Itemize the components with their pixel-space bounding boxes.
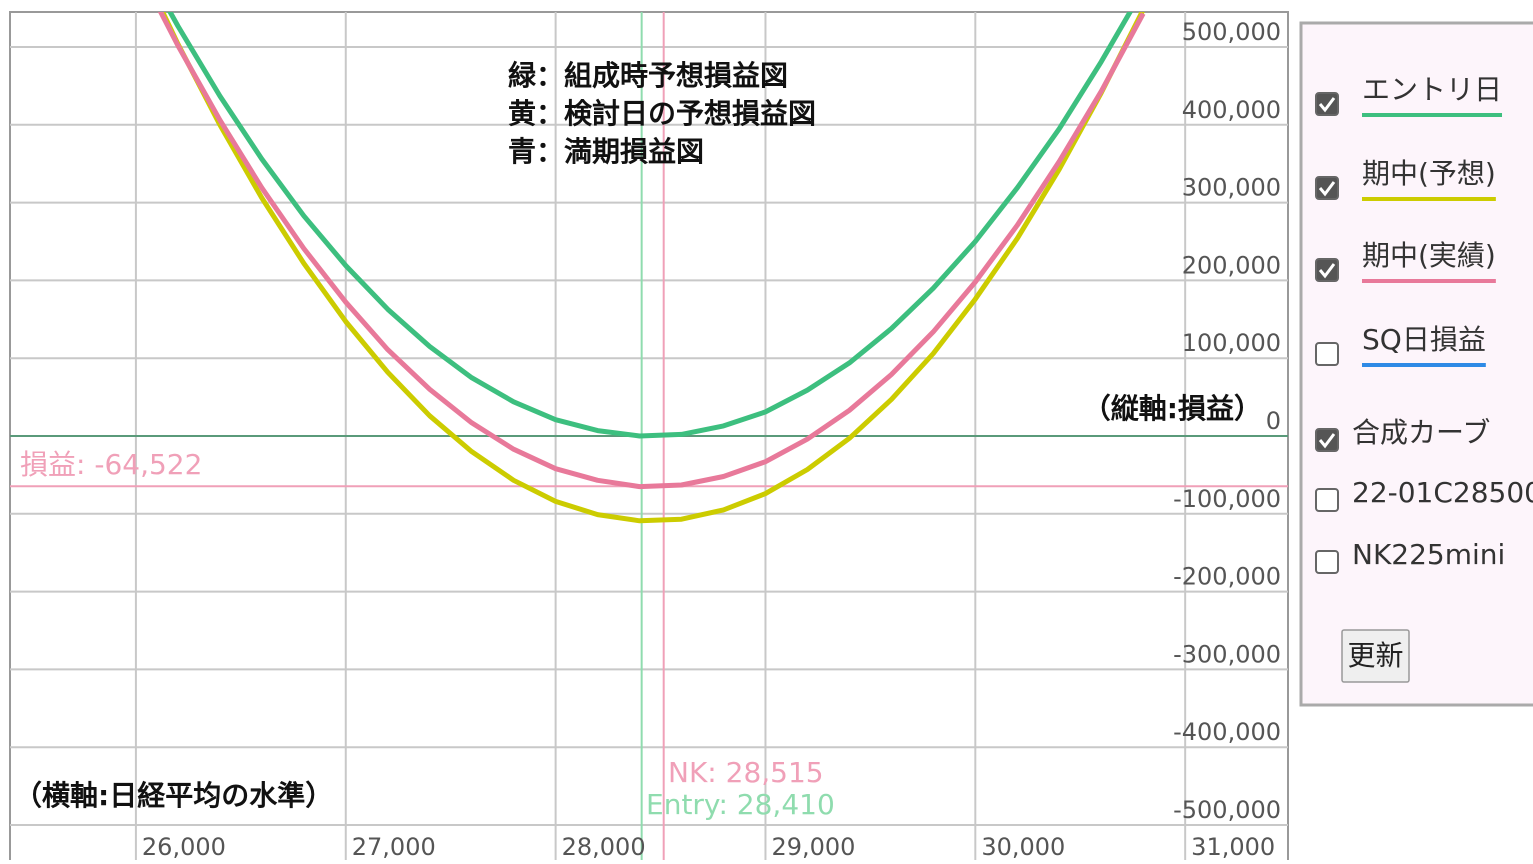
button-label[interactable]: 更新 bbox=[1347, 639, 1403, 672]
note: 緑：組成時予想損益図 bbox=[508, 59, 788, 92]
checkbox-box[interactable] bbox=[1315, 550, 1339, 574]
checkbox-box[interactable] bbox=[1315, 342, 1339, 366]
checkbox[interactable] bbox=[1315, 550, 1339, 574]
y-tick-label: 0 bbox=[1266, 407, 1281, 435]
y-axis-label: （縦軸:損益） bbox=[1083, 392, 1262, 425]
checkbox[interactable] bbox=[1315, 92, 1339, 116]
note: 青：満期損益図 bbox=[508, 135, 704, 168]
checkbox[interactable] bbox=[1315, 176, 1339, 200]
button-face[interactable] bbox=[1341, 629, 1410, 683]
legend-label[interactable]: 期中(実績) bbox=[1362, 239, 1496, 272]
check-mark[interactable] bbox=[1318, 263, 1336, 279]
y-tick-label: 500,000 bbox=[1182, 18, 1281, 46]
nk-label: NK: 28,515 bbox=[668, 756, 824, 789]
y-tick-label: -300,000 bbox=[1173, 640, 1281, 668]
control-label[interactable]: 22-01C28500 bbox=[1352, 476, 1533, 509]
x-tick-label: 28,000 bbox=[562, 833, 646, 860]
control-label[interactable]: 合成カーブ bbox=[1352, 416, 1490, 449]
x-tick-label: 30,000 bbox=[981, 833, 1065, 860]
note: 黄：検討日の予想損益図 bbox=[508, 97, 816, 130]
series-line bbox=[159, 12, 1145, 524]
update-button[interactable]: 更新 bbox=[1341, 629, 1410, 683]
y-tick-label: 200,000 bbox=[1182, 251, 1281, 279]
x-axis-label: （横軸:日経平均の水準） bbox=[14, 779, 333, 812]
pnl-label: 損益: -64,522 bbox=[20, 448, 202, 481]
legend-label[interactable]: 期中(予想) bbox=[1362, 157, 1496, 190]
checkbox-box[interactable] bbox=[1315, 176, 1339, 200]
y-tick-label: -500,000 bbox=[1173, 796, 1281, 824]
control-label[interactable]: NK225mini bbox=[1352, 538, 1505, 571]
x-tick-label: 29,000 bbox=[771, 833, 855, 860]
control-label[interactable]: SQ日損益 bbox=[1362, 323, 1486, 356]
entry-label: Entry: 28,410 bbox=[646, 788, 835, 821]
y-tick-label: -200,000 bbox=[1173, 563, 1281, 591]
y-tick-label: -100,000 bbox=[1173, 485, 1281, 513]
check-mark[interactable] bbox=[1318, 97, 1336, 113]
series-line bbox=[167, 12, 1133, 439]
checkbox[interactable] bbox=[1315, 488, 1339, 512]
series-line bbox=[157, 12, 1146, 490]
y-tick-label: -400,000 bbox=[1173, 718, 1281, 746]
checkbox-box[interactable] bbox=[1315, 258, 1339, 282]
x-tick-label: 27,000 bbox=[352, 833, 436, 860]
checkbox-box[interactable] bbox=[1315, 488, 1339, 512]
y-tick-label: 400,000 bbox=[1182, 96, 1281, 124]
checkbox[interactable] bbox=[1315, 342, 1339, 366]
check-mark[interactable] bbox=[1318, 181, 1336, 197]
legend-label[interactable]: エントリ日 bbox=[1362, 73, 1502, 106]
plot bbox=[10, 12, 1288, 860]
checkbox-box[interactable] bbox=[1315, 428, 1339, 452]
checkbox[interactable] bbox=[1315, 428, 1339, 452]
x-tick-label: 26,000 bbox=[142, 833, 226, 860]
y-tick-label: 300,000 bbox=[1182, 174, 1281, 202]
y-tick-label: 100,000 bbox=[1182, 329, 1281, 357]
x-tick-label: 31,000 bbox=[1191, 833, 1275, 860]
checkbox-box[interactable] bbox=[1315, 92, 1339, 116]
checkbox[interactable] bbox=[1315, 258, 1339, 282]
check-mark[interactable] bbox=[1318, 433, 1336, 449]
